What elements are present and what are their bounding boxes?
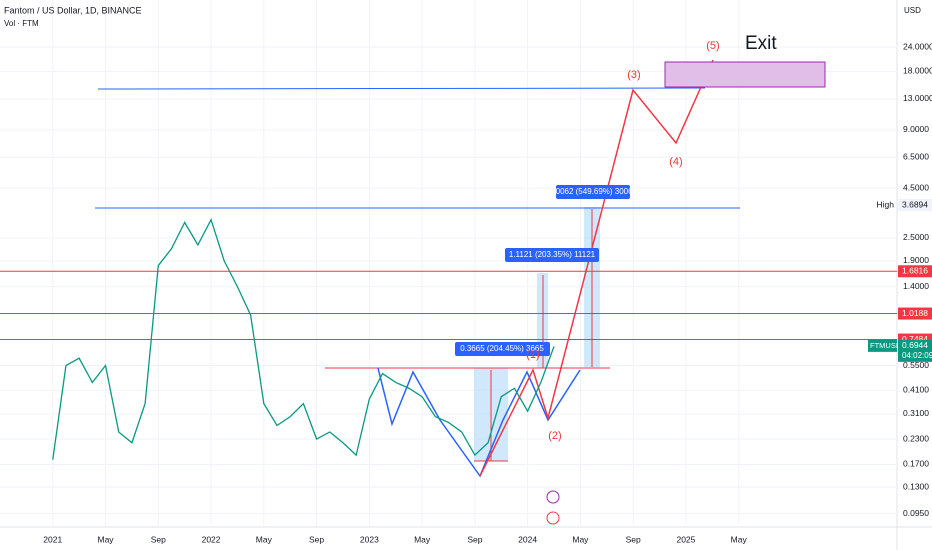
x-tick-label: 2024 <box>518 534 537 544</box>
y-tick-label: 9.0000 <box>903 124 929 134</box>
level-tag <box>898 265 932 278</box>
currency: USD <box>904 6 921 15</box>
x-tick-label: 2021 <box>43 534 62 544</box>
x-tick-label: Sep <box>626 534 641 544</box>
x-tick-label: Sep <box>309 534 324 544</box>
x-tick-label: May <box>97 534 114 544</box>
series <box>52 218 555 460</box>
wave-label: (3) <box>627 69 640 81</box>
measure-label-bg <box>556 185 630 199</box>
x-tick-label: May <box>731 534 748 544</box>
chart-title: Fantom / US Dollar, 1D, BINANCE <box>4 5 142 15</box>
y-tick-label: 0.0950 <box>903 508 929 518</box>
last-price-tag <box>898 339 932 362</box>
volume-label: Vol · FTM <box>4 19 39 28</box>
wave-label: (1) <box>526 349 539 361</box>
measure-label-bg <box>455 342 550 356</box>
x-tick-label: 2023 <box>360 534 379 544</box>
last-symbol-tag <box>868 339 897 352</box>
measure-label: 3.0062 (549.69%) 30062 <box>549 187 638 196</box>
countdown: 04:02:09 <box>902 351 932 360</box>
wave-label: (2) <box>548 430 561 442</box>
x-tick-label: May <box>572 534 589 544</box>
y-tick-label: 4.5000 <box>903 183 929 193</box>
target-label: Exit <box>745 33 777 54</box>
last-symbol: FTMUSD <box>870 341 902 350</box>
y-tick-label: 0.3100 <box>903 408 929 418</box>
x-tick-label: May <box>256 534 273 544</box>
x-tick-label: 2025 <box>676 534 695 544</box>
level-label: 0.7484 <box>902 334 928 344</box>
event-icon <box>546 511 560 525</box>
measure-label: 1.1121 (203.35%) 11121 <box>509 250 596 259</box>
x-tick-label: Sep <box>467 534 482 544</box>
high-tag <box>898 199 932 212</box>
y-tick-label: 1.4000 <box>903 281 929 291</box>
high-label: High <box>877 199 895 209</box>
y-tick-label: 0.4100 <box>903 385 929 395</box>
measure-label-bg <box>505 248 599 262</box>
x-tick-label: May <box>414 534 431 544</box>
event-icon <box>546 490 560 504</box>
measure-label: 0.3665 (204.45%) 3665 <box>460 344 544 353</box>
high-value: 3.6894 <box>902 199 928 209</box>
price-line <box>52 218 555 460</box>
y-tick-label: 1.9000 <box>903 255 929 265</box>
trend-line <box>97 87 706 90</box>
last-price: 0.6944 <box>902 340 928 350</box>
level-label: 1.0188 <box>902 308 928 318</box>
y-tick-label: 0.1300 <box>903 481 929 491</box>
y-tick-label: 18.0000 <box>903 66 932 76</box>
y-tick-label: 6.5000 <box>903 152 929 162</box>
wave-label: (5) <box>706 40 719 52</box>
y-tick-label: 24.0000 <box>903 41 932 51</box>
wave-label: (4) <box>669 156 682 168</box>
y-tick-label: 2.5000 <box>903 232 929 242</box>
level-label: 1.6816 <box>902 266 928 276</box>
x-tick-label: 2022 <box>202 534 221 544</box>
level-tag <box>898 307 932 320</box>
target-box <box>664 61 826 88</box>
y-tick-label: 0.1700 <box>903 459 929 469</box>
grid <box>0 0 897 527</box>
y-tick-label: 13.0000 <box>903 93 932 103</box>
y-tick-label: 0.2300 <box>903 433 929 443</box>
x-tick-label: Sep <box>151 534 166 544</box>
y-tick-label: 0.5500 <box>903 360 929 370</box>
